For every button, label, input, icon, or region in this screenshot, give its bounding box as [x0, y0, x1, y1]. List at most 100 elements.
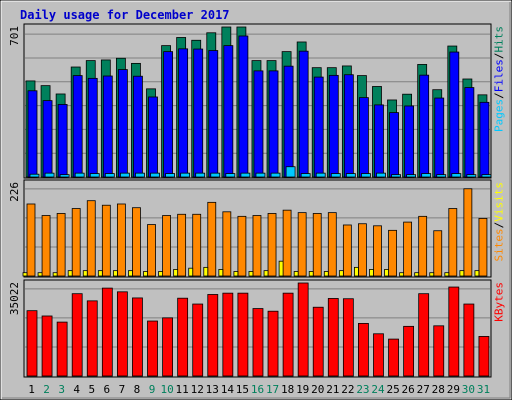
- bar-sites-day-18: [282, 209, 292, 277]
- bar-kbytes-day-12: [192, 303, 204, 377]
- legend-entry: Visits: [492, 182, 505, 222]
- bar-visits-day-28: [429, 272, 435, 277]
- bar-pages-day-2: [44, 172, 55, 178]
- bar-pages-day-28: [436, 174, 447, 178]
- bar-sites-day-5: [86, 200, 96, 277]
- bar-pages-day-6: [104, 173, 115, 178]
- bar-pages-day-26: [406, 174, 417, 178]
- x-tick-label-day-21: 21: [326, 383, 339, 396]
- bar-kbytes-day-5: [86, 300, 98, 377]
- bar-sites-day-15: [237, 215, 247, 277]
- bar-pages-day-24: [376, 172, 386, 178]
- bar-pages-day-3: [59, 174, 70, 178]
- bar-kbytes-day-13: [207, 294, 219, 377]
- bar-files-day-3: [57, 104, 68, 178]
- x-tick-label-day-9: 9: [149, 383, 156, 396]
- bar-kbytes-day-30: [463, 303, 475, 377]
- x-tick-label-day-25: 25: [386, 383, 399, 396]
- bar-files-day-31: [479, 101, 490, 178]
- legend-entry: Sites: [492, 228, 505, 261]
- bar-sites-day-24: [373, 225, 382, 277]
- bar-visits-day-4: [67, 270, 73, 277]
- bar-files-day-19: [298, 50, 309, 178]
- bar-sites-day-22: [342, 224, 352, 277]
- bar-visits-day-20: [308, 271, 314, 277]
- bar-kbytes-day-19: [297, 282, 309, 377]
- legend-entry: KBytes: [492, 282, 505, 322]
- bar-files-day-9: [148, 96, 158, 178]
- bar-pages-day-16: [255, 172, 266, 178]
- bar-visits-day-7: [112, 270, 118, 277]
- x-tick-label-day-2: 2: [43, 383, 50, 396]
- x-tick-label-day-20: 20: [311, 383, 324, 396]
- bar-visits-day-3: [52, 272, 58, 277]
- bar-pages-day-17: [270, 172, 281, 178]
- x-tick-label-day-18: 18: [281, 383, 294, 396]
- x-tick-label-day-1: 1: [28, 383, 35, 396]
- bar-visits-day-5: [82, 270, 88, 277]
- bar-visits-day-15: [233, 271, 239, 277]
- bar-files-day-10: [163, 51, 173, 178]
- bar-pages-day-13: [210, 172, 221, 178]
- panel-kbytes: 35022 KBytes: [8, 279, 505, 378]
- bar-sites-day-19: [297, 212, 307, 277]
- bar-sites-day-4: [71, 208, 81, 277]
- x-tick-label-day-5: 5: [88, 383, 95, 396]
- x-tick-label-day-28: 28: [432, 383, 445, 396]
- bar-kbytes-day-6: [101, 287, 113, 377]
- bar-pages-day-31: [481, 174, 492, 178]
- x-tick-label-day-11: 11: [176, 383, 189, 396]
- bar-kbytes-day-17: [267, 310, 279, 377]
- legend-entry: Pages: [492, 99, 505, 132]
- bar-kbytes-day-4: [71, 293, 83, 377]
- bars-kbytes: [26, 282, 490, 377]
- bar-pages-day-25: [391, 174, 401, 178]
- bar-kbytes-day-31: [478, 336, 490, 377]
- bar-visits-day-24: [369, 269, 374, 277]
- bar-pages-day-12: [195, 172, 206, 178]
- bar-visits-day-27: [414, 272, 420, 277]
- x-tick-label-day-30: 30: [462, 383, 475, 396]
- bar-visits-day-11: [173, 269, 179, 277]
- bar-kbytes-day-24: [373, 333, 384, 377]
- x-tick-label-day-22: 22: [341, 383, 354, 396]
- bar-visits-day-8: [128, 270, 133, 277]
- bar-sites-day-10: [162, 215, 171, 277]
- x-tick-label-day-7: 7: [119, 383, 126, 396]
- bar-kbytes-day-15: [237, 292, 249, 377]
- x-tick-label-day-26: 26: [402, 383, 415, 396]
- bar-pages-day-27: [421, 173, 432, 178]
- bar-files-day-6: [102, 75, 113, 178]
- bar-files-day-13: [208, 50, 219, 178]
- bar-sites-day-25: [388, 229, 397, 277]
- bar-sites-day-27: [418, 215, 428, 277]
- bar-kbytes-day-27: [418, 293, 430, 377]
- bar-sites-day-1: [26, 203, 36, 277]
- bar-kbytes-day-22: [342, 298, 354, 377]
- x-tick-label-day-19: 19: [296, 383, 309, 396]
- bar-kbytes-day-28: [433, 325, 445, 377]
- bar-visits-day-1: [22, 272, 28, 277]
- bar-pages-day-4: [74, 172, 85, 178]
- bar-kbytes-day-18: [282, 292, 294, 377]
- bar-visits-day-14: [218, 269, 224, 277]
- bar-files-day-16: [253, 70, 264, 178]
- bar-visits-day-12: [188, 267, 194, 277]
- x-tick-label-day-29: 29: [447, 383, 460, 396]
- legend-entry: Hits: [492, 26, 505, 53]
- bar-sites-day-13: [207, 201, 217, 277]
- bar-pages-day-5: [89, 173, 100, 178]
- bar-sites-day-12: [192, 213, 202, 277]
- bar-sites-day-14: [222, 211, 232, 277]
- bar-sites-day-31: [478, 217, 488, 277]
- legend-visitors: Sites/Visits: [492, 182, 505, 262]
- bar-files-day-29: [449, 51, 460, 178]
- bar-kbytes-day-10: [162, 317, 173, 377]
- bar-kbytes-day-11: [177, 297, 189, 377]
- bar-files-day-22: [343, 74, 354, 178]
- bar-pages-day-22: [345, 173, 356, 178]
- bar-files-day-23: [359, 97, 369, 178]
- bar-visits-day-19: [293, 271, 299, 277]
- bars-visitors: [22, 188, 488, 277]
